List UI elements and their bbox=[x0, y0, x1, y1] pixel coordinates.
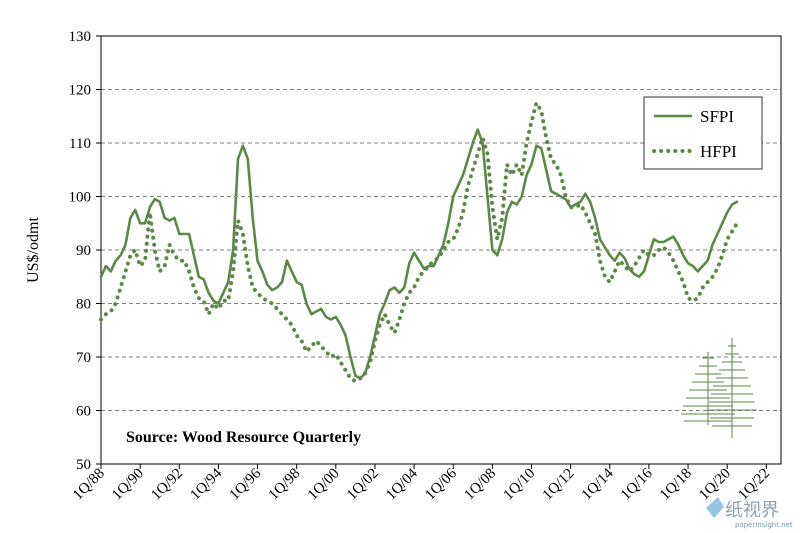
y-axis-label: US$/odmt bbox=[25, 217, 42, 283]
x-tick-label: 1Q/20 bbox=[696, 466, 734, 504]
x-tick-label: 1Q/14 bbox=[579, 465, 617, 503]
watermark: 纸视界 paperinsight.net bbox=[706, 497, 793, 529]
source-annotation: Source: Wood Resource Quarterly bbox=[126, 429, 361, 446]
y-tick-label: 70 bbox=[76, 350, 91, 366]
x-tick-label: 1Q/00 bbox=[305, 466, 343, 504]
y-tick-label: 50 bbox=[76, 457, 91, 473]
x-tick-label: 1Q/16 bbox=[618, 465, 656, 503]
y-tick-label: 130 bbox=[69, 29, 92, 45]
series-line-sfpi bbox=[99, 128, 739, 380]
x-tick-label: 1Q/92 bbox=[148, 466, 186, 504]
legend: SFPI HFPI bbox=[643, 96, 763, 170]
legend-label-sfpi: SFPI bbox=[700, 107, 734, 126]
x-axis-ticks: 1Q/88 1Q/90 1Q/92 1Q/94 1Q/96 1Q/98 1Q/00 1Q/02… bbox=[70, 464, 773, 503]
y-tick-label: 120 bbox=[69, 83, 92, 99]
y-tick-label: 100 bbox=[69, 190, 92, 206]
watermark-brand: 纸视界 bbox=[725, 500, 779, 521]
y-tick-label: 110 bbox=[69, 136, 91, 152]
legend-box bbox=[643, 96, 763, 170]
x-tick-label: 1Q/12 bbox=[540, 466, 578, 504]
x-tick-label: 1Q/06 bbox=[422, 465, 460, 503]
legend-label-hfpi: HFPI bbox=[700, 142, 737, 161]
x-tick-label: 1Q/22 bbox=[735, 466, 773, 504]
y-tick-label: 80 bbox=[76, 297, 91, 313]
x-tick-label: 1Q/98 bbox=[266, 466, 304, 504]
y-tick-label: 90 bbox=[76, 243, 91, 259]
y-axis-ticks: 50 60 70 80 90 100 110 120 130 bbox=[69, 29, 101, 473]
watermark-url: paperinsight.net bbox=[735, 521, 793, 529]
series-lines bbox=[99, 100, 739, 384]
watermark-logo-icon bbox=[706, 497, 724, 518]
y-tick-label: 60 bbox=[76, 404, 91, 420]
tree-logo-icon bbox=[681, 338, 757, 438]
x-tick-label: 1Q/02 bbox=[344, 466, 382, 504]
x-tick-label: 1Q/10 bbox=[501, 466, 539, 504]
x-tick-label: 1Q/08 bbox=[461, 466, 499, 504]
x-tick-label: 1Q/18 bbox=[657, 466, 695, 504]
series-line-hfpi bbox=[99, 100, 739, 384]
x-tick-label: 1Q/04 bbox=[383, 465, 421, 503]
x-tick-label: 1Q/94 bbox=[187, 465, 225, 503]
x-tick-label: 1Q/96 bbox=[227, 465, 265, 503]
x-tick-label: 1Q/90 bbox=[109, 466, 147, 504]
